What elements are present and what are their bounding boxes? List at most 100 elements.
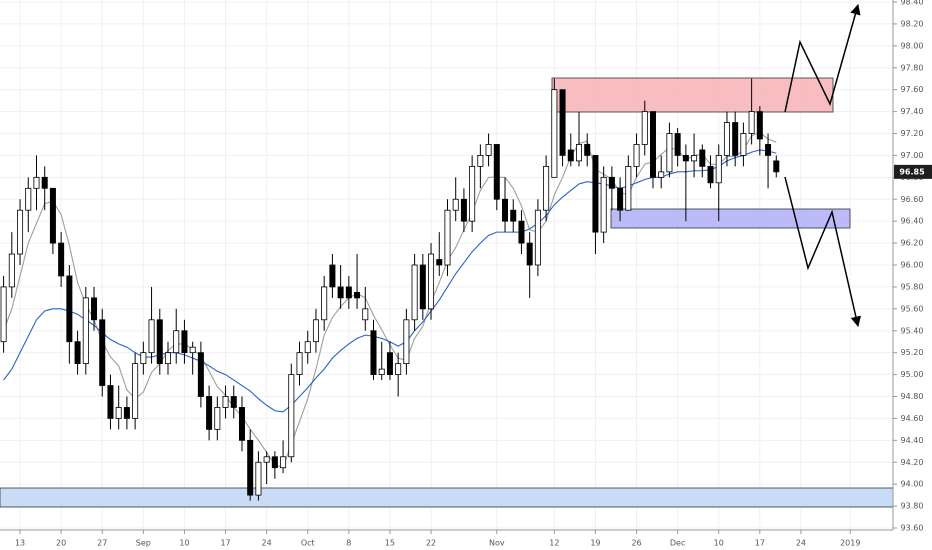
candle-body: [255, 461, 262, 496]
y-tick-label: 95.20: [901, 348, 924, 357]
candle-body: [608, 176, 615, 189]
candle-body: [510, 209, 517, 222]
y-tick-label: 95.60: [901, 304, 924, 313]
x-tick-label: Nov: [489, 539, 505, 548]
x-tick-label: 10: [179, 539, 189, 548]
candle-body: [58, 242, 65, 277]
candle-body: [206, 396, 213, 430]
candle-body: [214, 407, 221, 430]
candle-body: [477, 155, 484, 167]
candle-body: [197, 352, 204, 397]
candle-body: [181, 330, 188, 354]
y-tick-label: 96.00: [901, 261, 924, 270]
y-tick-label: 94.60: [901, 414, 924, 423]
candle-body: [411, 264, 418, 321]
y-tick-label: 96.60: [901, 195, 924, 204]
x-tick-label: 22: [426, 539, 436, 548]
axes: 93.60 93.80 94.00 94.20 94.40 94.60 94.80 95.00…: [15, 0, 932, 548]
candle-body: [723, 122, 730, 156]
candle-body: [247, 439, 254, 496]
candle-body: [378, 368, 385, 375]
y-tick-label: 97.80: [901, 63, 924, 72]
candle-body: [271, 456, 278, 469]
candle-body: [99, 319, 106, 386]
x-tick-label: 20: [56, 539, 66, 548]
candle-body: [49, 187, 56, 244]
demand-zone: [610, 208, 851, 229]
x-tick-label: 17: [220, 539, 230, 548]
candle-body: [238, 407, 245, 441]
y-tick-label: 95.40: [901, 326, 924, 335]
x-tick-label: 19: [590, 539, 600, 548]
candle-body: [107, 385, 114, 419]
candle-body: [140, 352, 147, 365]
candles: [0, 78, 780, 501]
candle-body: [452, 198, 459, 211]
candle-body: [600, 176, 607, 233]
candle-body: [370, 330, 377, 375]
candle-body: [222, 396, 229, 408]
candle-body: [592, 155, 599, 233]
x-tick-label: Dec: [670, 539, 685, 548]
candle-body: [428, 253, 435, 310]
candle-body: [304, 341, 311, 354]
candle-body: [485, 144, 492, 156]
candle-body: [748, 111, 755, 134]
candle-body: [395, 363, 402, 375]
candle-body: [682, 155, 689, 162]
candle-body: [419, 264, 426, 310]
candle-body: [337, 286, 344, 299]
y-tick-label: 95.00: [901, 370, 924, 379]
y-tick-label: 93.60: [901, 524, 924, 533]
x-tick-label: 2019: [840, 539, 860, 548]
x-tick-label: 24: [796, 539, 806, 548]
candle-body: [732, 122, 739, 156]
candle-body: [189, 346, 196, 354]
x-tick-label: 12: [549, 539, 559, 548]
candle-body: [354, 291, 361, 299]
candle-body: [576, 144, 583, 162]
candle-body: [33, 176, 40, 189]
y-tick-label: 98.20: [901, 19, 924, 28]
candle-body: [312, 319, 319, 343]
candle-body: [91, 297, 98, 321]
candle-body: [386, 352, 393, 375]
x-tick-label: 24: [262, 539, 272, 548]
x-tick-label: 26: [631, 539, 641, 548]
last-price-tag: [894, 164, 932, 179]
candle-body: [41, 176, 48, 189]
candle-body: [707, 165, 714, 184]
x-tick-label: 13: [15, 539, 25, 548]
candle-body: [321, 286, 328, 321]
candle-body: [674, 133, 681, 156]
candle-body: [617, 187, 624, 211]
candle-body: [460, 198, 467, 222]
candle-body: [584, 144, 591, 156]
candle-body: [534, 209, 541, 266]
candle-body: [288, 374, 295, 458]
y-tick-label: 94.80: [901, 392, 924, 401]
candle-body: [633, 144, 640, 167]
candle-body: [699, 149, 706, 167]
bullish-projection: [784, 3, 861, 113]
y-tick-label: 94.20: [901, 458, 924, 467]
y-tick-label: 97.60: [901, 85, 924, 94]
candle-body: [649, 111, 656, 178]
candle-body: [559, 89, 566, 156]
y-tick-label: 96.20: [901, 239, 924, 248]
candle-body: [25, 187, 32, 211]
y-tick-label: 94.00: [901, 480, 924, 489]
x-tick-label: 17: [755, 539, 765, 548]
candle-body: [773, 160, 780, 173]
candle-body: [625, 165, 632, 211]
candle-body: [641, 111, 648, 145]
candle-body: [263, 456, 270, 463]
y-tick-label: 97.20: [901, 129, 924, 138]
candle-body: [74, 341, 81, 365]
candle-body: [123, 407, 130, 419]
candle-body: [230, 396, 237, 408]
candle-body: [502, 198, 509, 222]
candle-body: [715, 155, 722, 184]
y-tick-label: 96.40: [901, 217, 924, 226]
